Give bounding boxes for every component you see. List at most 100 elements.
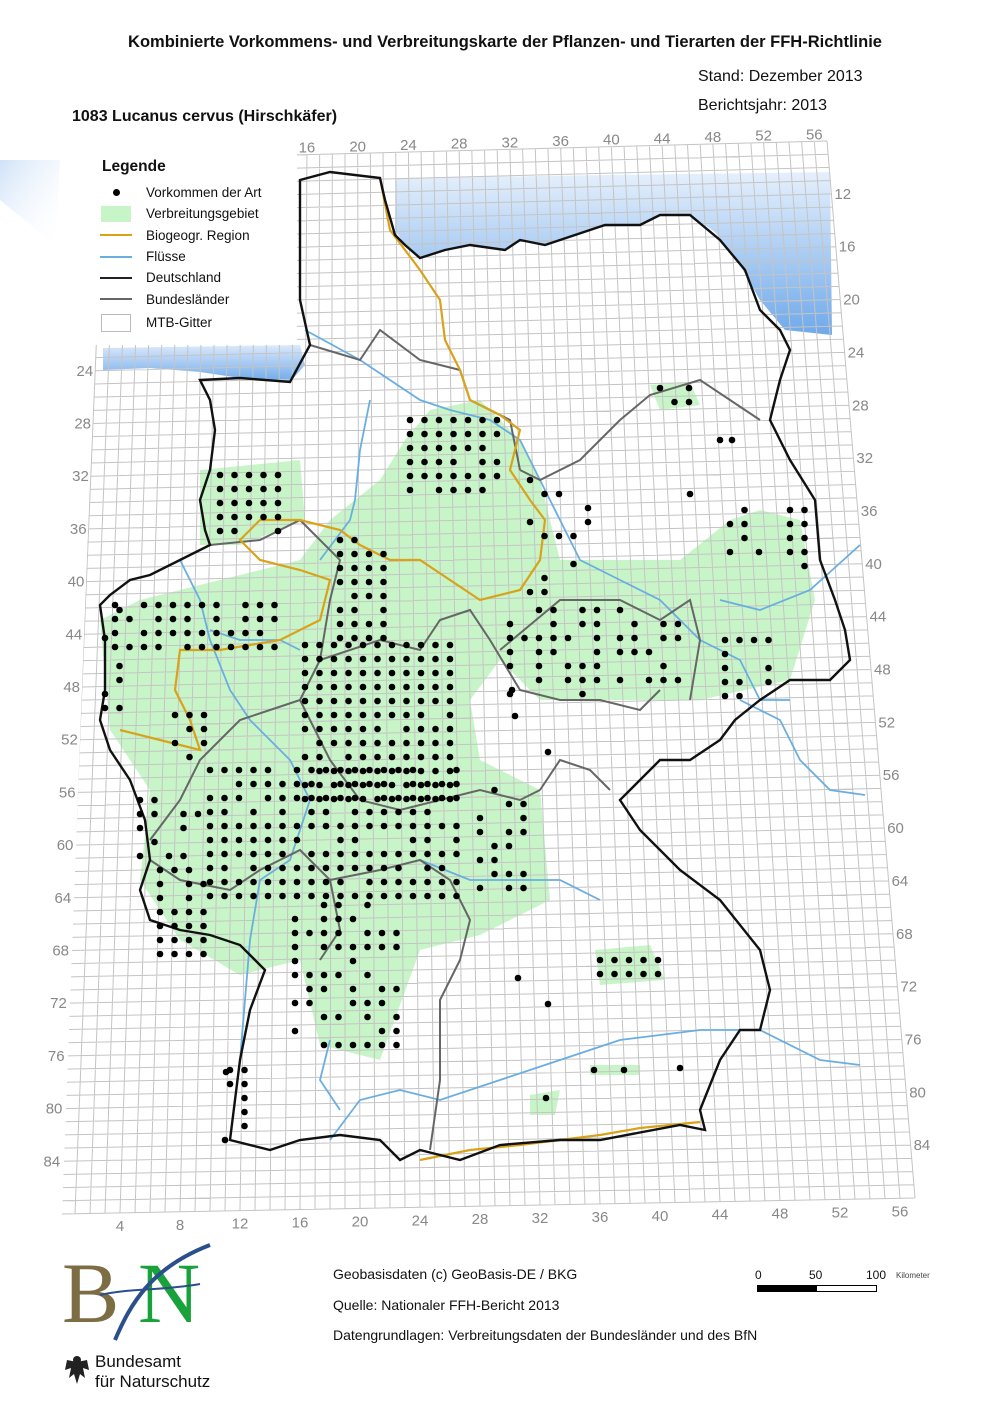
occurrence-dot [345,795,352,803]
occurrence-dot [250,836,257,844]
occurrence-dot [716,436,724,444]
occurrence-dot [479,430,486,438]
occurrence-dot [264,878,272,886]
occurrence-dot [446,683,454,691]
occurrence-dot [256,601,264,609]
grid-label: 16 [292,1215,309,1232]
occurrence-dot [365,550,373,558]
occurrence-dot [227,629,235,637]
grid-labels: 16 20 24 28 32 36 40 44 48 52 56121620242832364044… [44,126,931,1235]
occurrence-dot [395,892,402,900]
occurrence-dot [351,564,358,572]
legend-item-biogeo: Biogeogr. Region [95,225,295,246]
occurrence-dot [685,384,693,392]
occurrence-dot [320,1041,328,1049]
occurrence-dot [388,711,396,719]
river [209,629,301,651]
occurrence-dot [406,430,414,438]
legend-title: Legende [102,158,166,175]
occurrence-dot [438,850,446,858]
grid-label: 64 [55,890,72,907]
occurrence-dot [241,1122,248,1130]
svg-text:N: N [138,1245,200,1341]
occurrence-dot [479,486,486,494]
germany-border [98,170,852,1162]
scale-bar: 0 50 100 Kilometer [755,1268,967,1308]
occurrence-dot [156,880,164,888]
occurrence-dot [337,822,344,830]
legend-label: MTB-Gitter [146,315,212,331]
occurrence-dot [200,936,207,944]
occurrence-dot [330,795,338,803]
occurrence-dot [194,810,202,818]
occurrence-dot [293,836,301,844]
grid-label: 52 [832,1204,849,1221]
occurrence-dot [226,1080,234,1088]
occurrence-dot [550,606,557,614]
occurrence-dot [213,601,220,609]
occurrence-dot [388,683,396,691]
occurrence-dot [308,878,315,886]
occurrence-dot [308,794,315,802]
occurrence-dot [260,513,267,521]
occurrence-dot [417,669,425,677]
occurrence-dot [453,836,460,844]
occurrence-dot [380,606,387,614]
occurrence-dot [301,669,309,677]
occurrence-dot [421,416,428,424]
occurrence-dot [453,766,460,774]
grid-label: 64 [892,873,909,890]
occurrence-dot [728,436,736,444]
occurrence-dot [316,641,323,649]
occurrence-dot [476,856,484,864]
occurrence-dot [593,662,601,670]
occurrence-dot [438,878,446,886]
occurrence-dot [505,884,513,892]
occurrence-dot [293,794,301,802]
scale-tick: 50 [809,1268,823,1282]
occurrence-dot [322,822,330,830]
occurrence-dot [320,901,328,909]
occurrence-dot [221,794,228,802]
occurrence-dot [374,781,381,789]
occurrence-dot [579,620,586,628]
grid-label: 72 [50,995,67,1012]
occurrence-dot [293,822,301,830]
occurrence-dot [432,669,439,677]
occurrence-dot [293,878,301,886]
occurrence-dot [380,808,388,816]
sea-layer [103,172,832,382]
occurrence-dot [330,655,338,663]
occurrence-dot [155,643,162,651]
occurrence-dot [365,634,373,642]
occurrence-dot [291,957,299,965]
occurrence-dot [345,669,352,677]
occurrence-dot [206,822,214,830]
river [319,1039,341,1111]
occurrence-dot [200,950,207,958]
occurrence-dot [155,615,162,623]
grid-label: 32 [502,134,519,151]
occurrence-dot [235,878,243,886]
occurrence-dot [351,780,359,788]
occurrence-dot [336,606,344,614]
occurrence-dot [403,753,410,761]
legend-label: Vorkommen der Art [146,185,262,201]
occurrence-dot [221,864,228,872]
occurrence-dot [380,864,388,872]
occurrence-dot [136,810,144,818]
occurrence-dot [345,711,352,719]
occurrence-dot [200,739,208,747]
state-border [499,598,702,701]
state-border [329,858,472,1151]
occurrence-dot [584,518,592,526]
occurrence-dot [316,697,323,705]
grid-label: 20 [843,292,860,309]
occurrence-dot [335,915,342,923]
occurrence-dot [421,472,428,480]
occurrence-dot [403,655,410,663]
occurrence-dot [417,739,425,747]
occurrence-dot [250,850,257,858]
occurrence-dot [351,578,358,586]
